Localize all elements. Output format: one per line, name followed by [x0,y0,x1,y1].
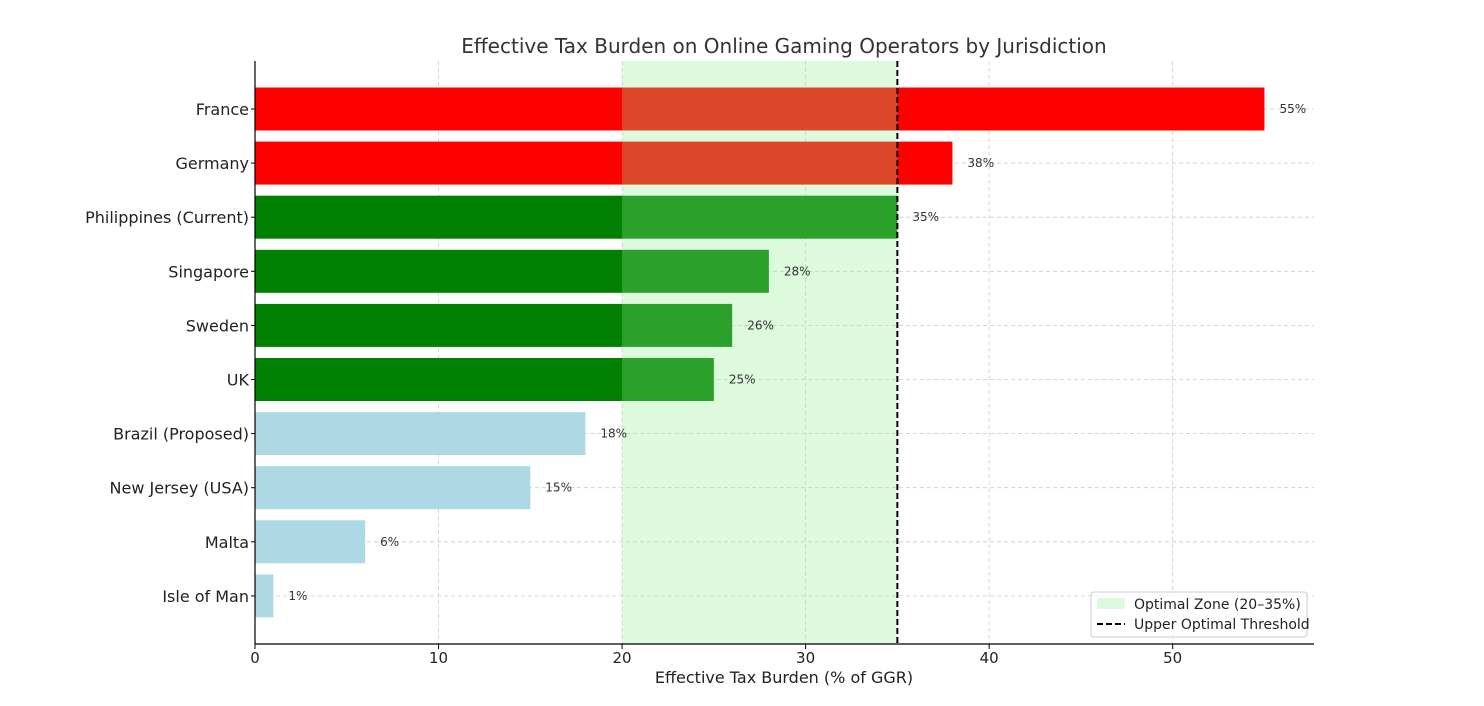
data-label: 1% [288,589,307,603]
x-tick-label: 10 [429,649,448,667]
bar [255,249,769,293]
legend-zone-swatch [1097,598,1125,609]
data-label: 26% [747,318,774,332]
legend-threshold-label: Upper Optimal Threshold [1134,617,1310,633]
category-label: France [196,100,249,119]
bar [255,520,366,564]
axes-layer: 0 10 20 30 40 50 [250,61,1314,667]
labels-layer: France 55% Germany 38% Philippines (Current)… [85,100,1306,606]
x-tick-label: 0 [250,649,260,667]
category-label: Malta [205,533,249,552]
x-axis-label: Effective Tax Burden (% of GGR) [655,668,913,687]
category-label: Isle of Man [162,587,249,606]
legend-box [1090,591,1308,638]
bar [255,87,1265,131]
bar [255,574,274,618]
category-label: Singapore [168,262,249,281]
legend-zone-label: Optimal Zone (20–35%) [1134,597,1301,613]
category-label: New Jersey (USA) [110,479,249,498]
data-label: 25% [729,373,756,387]
data-label: 35% [912,210,939,224]
x-tick-label: 40 [980,649,999,667]
data-label: 6% [380,535,399,549]
data-label: 15% [545,481,572,495]
category-label: Brazil (Proposed) [113,425,249,444]
zone-layer [622,61,899,644]
bar [255,141,953,185]
chart-title: Effective Tax Burden on Online Gaming Op… [461,34,1106,58]
legend: Optimal Zone (20–35%) Upper Optimal Thre… [1090,591,1310,638]
bar [255,412,586,456]
data-label: 18% [600,427,627,441]
x-tick-label: 50 [1163,649,1182,667]
x-tick-label: 30 [796,649,815,667]
category-label: Germany [175,154,249,173]
data-label: 55% [1279,102,1306,116]
bar [255,303,733,347]
bars-layer [255,87,1265,618]
x-tick-label: 20 [613,649,632,667]
category-label: Sweden [186,316,249,335]
bar [255,466,531,510]
bar [255,358,714,401]
optimal-zone [622,61,898,644]
category-label: Philippines (Current) [85,208,249,227]
category-label: UK [227,371,250,390]
data-label: 38% [967,156,994,170]
bar [255,195,898,239]
data-label: 28% [784,264,811,278]
